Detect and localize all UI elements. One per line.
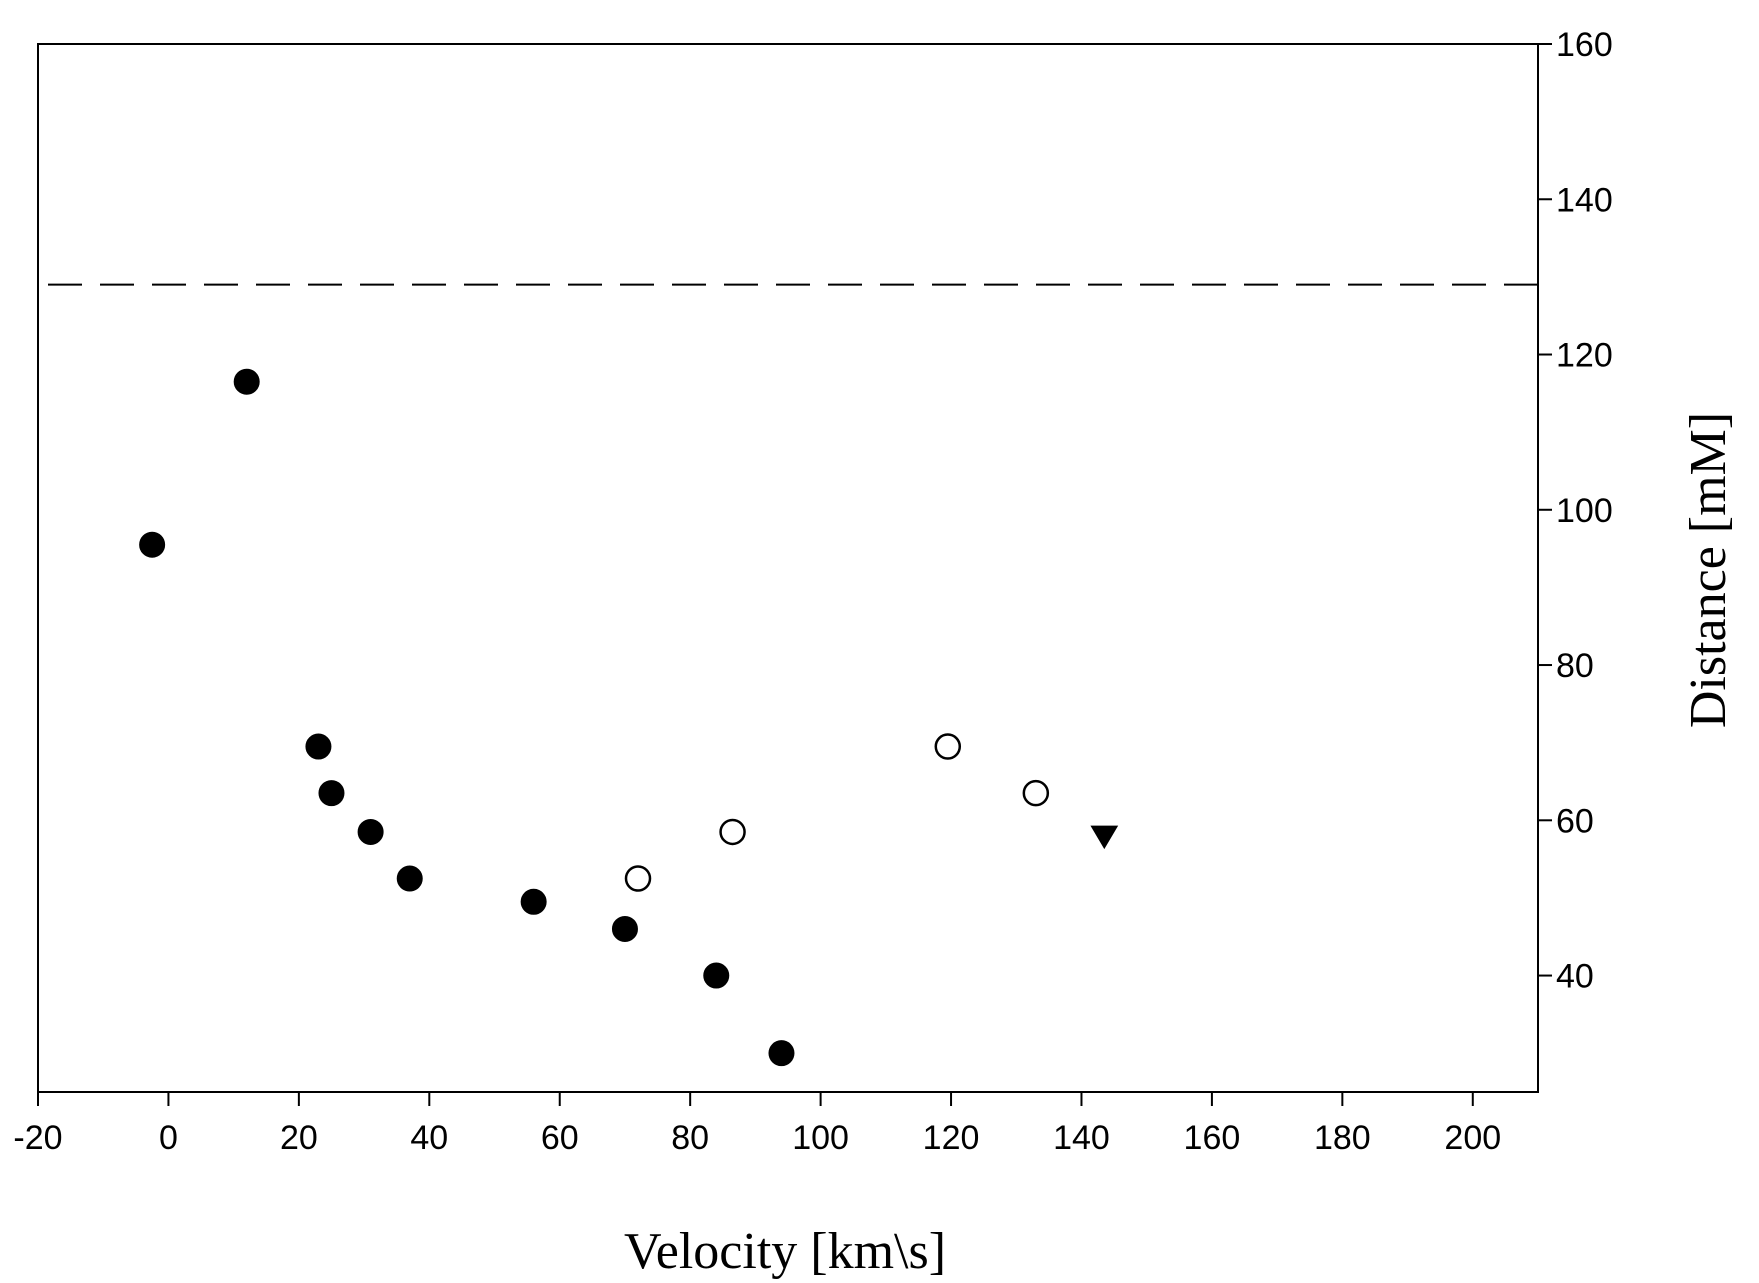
data-point-filled-circle: [139, 531, 166, 558]
data-point-triangle-down: [1090, 825, 1119, 850]
axes: [37, 43, 1552, 1106]
data-point-filled-circle: [318, 780, 345, 807]
data-point-open-circle: [934, 733, 962, 760]
data-point-filled-circle: [357, 818, 384, 845]
x-axis-title: Velocity [km\s]: [624, 1223, 946, 1280]
x-tick-label: 40: [410, 1119, 448, 1157]
y-tick-label: 60: [1556, 802, 1594, 840]
y-tick-label: 140: [1556, 181, 1613, 219]
x-tick-label: 180: [1314, 1119, 1371, 1157]
data-point-filled-circle: [611, 915, 638, 942]
x-tick-label: 60: [541, 1119, 579, 1157]
x-tick-label: -20: [13, 1119, 62, 1157]
y-tick-label: 100: [1556, 492, 1613, 530]
data-point-filled-circle: [703, 962, 730, 989]
plot-frame: [37, 43, 1539, 1093]
data-point-filled-circle: [520, 888, 547, 915]
data-point-open-circle: [719, 818, 746, 846]
data-point-filled-circle: [233, 368, 260, 395]
x-tick-label: 140: [1053, 1119, 1110, 1157]
x-tick-label: 20: [280, 1119, 318, 1157]
data-point-open-circle: [624, 865, 652, 892]
data-point-filled-circle: [768, 1040, 795, 1067]
y-tick-label: 160: [1556, 26, 1613, 64]
y-tick-label: 120: [1556, 337, 1613, 375]
data-points: [139, 368, 1119, 1067]
x-tick-label: 160: [1184, 1119, 1241, 1157]
data-point-filled-circle: [305, 733, 332, 760]
y-tick-label: 80: [1556, 647, 1594, 685]
y-tick-label: 40: [1556, 958, 1594, 996]
x-tick-label: 200: [1444, 1119, 1501, 1157]
x-tick-label: 80: [671, 1119, 709, 1157]
x-tick-label: 120: [923, 1119, 980, 1157]
tick-labels: -20 0 20 40 60 80 100 120 140 160 180 200 40 60 80 100 1…: [13, 26, 1612, 1157]
y-axis-title: Distance [mM]: [1680, 412, 1737, 728]
x-tick-label: 100: [792, 1119, 849, 1157]
data-point-filled-circle: [396, 865, 423, 892]
x-tick-label: 0: [159, 1119, 178, 1157]
data-point-open-circle: [1022, 779, 1050, 807]
